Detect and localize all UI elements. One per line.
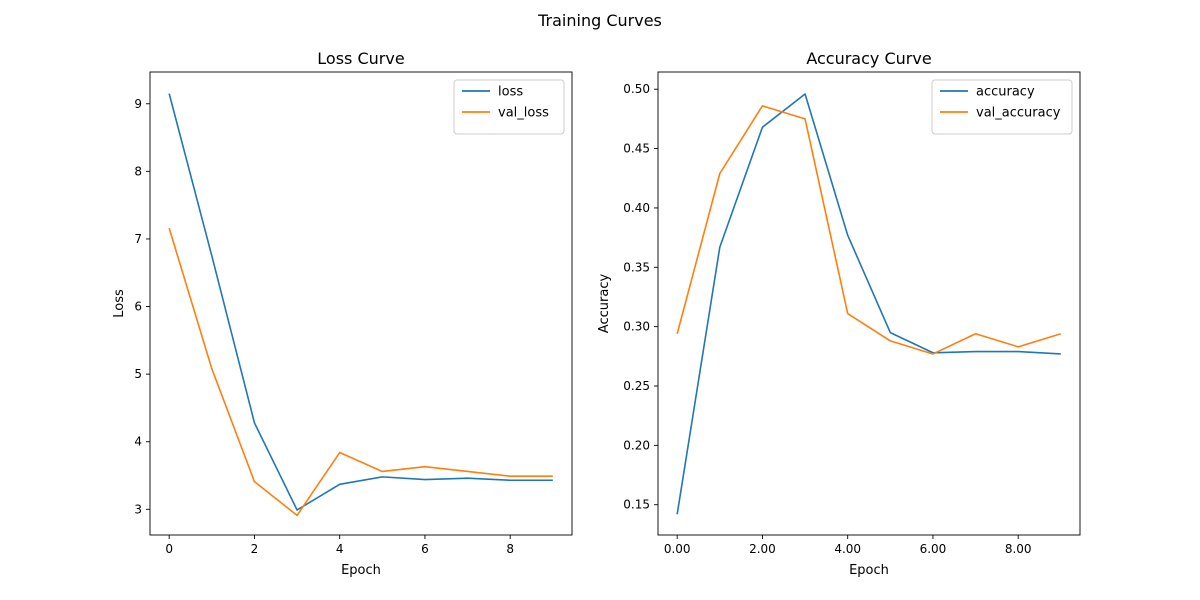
loss-plot-area-frame (149, 71, 573, 536)
loss-legend-box (453, 79, 565, 135)
accuracy-x-tick-label: 8.00 (1005, 542, 1032, 556)
loss-x-axis-label: Epoch (341, 563, 381, 578)
loss-y-tick-label: 5 (134, 367, 142, 381)
accuracy-x-tick-label: 2.00 (749, 542, 776, 556)
accuracy-curve-chart: Accuracy Curve 0.00 2.00 4.00 6.00 8.00 0.15 0.… (597, 49, 1081, 578)
loss-legend-label-loss: loss (498, 85, 523, 100)
figure-title: Training Curves (537, 11, 662, 30)
accuracy-y-tick-label: 0.20 (623, 438, 650, 452)
accuracy-legend-box (931, 79, 1073, 135)
loss-y-tick-label: 3 (134, 502, 142, 516)
loss-y-tick-label: 6 (134, 300, 142, 314)
accuracy-plot-area-frame (657, 71, 1081, 536)
loss-series-loss-line (168, 93, 553, 511)
accuracy-y-tick-label: 0.35 (623, 260, 650, 274)
accuracy-y-tick-label: 0.15 (623, 498, 650, 512)
accuracy-series-val-accuracy-line (676, 105, 1062, 355)
accuracy-y-tick-label: 0.25 (623, 379, 650, 393)
accuracy-y-tick-label: 0.45 (623, 142, 650, 156)
accuracy-series-accuracy-line (676, 93, 1061, 515)
accuracy-chart-title: Accuracy Curve (806, 49, 931, 68)
loss-y-tick-label: 4 (134, 435, 142, 449)
accuracy-x-tick-label: 0.00 (664, 542, 691, 556)
loss-x-tick-label: 2 (251, 542, 259, 556)
loss-x-tick-label: 6 (421, 542, 429, 556)
accuracy-legend-label-accuracy: accuracy (976, 85, 1035, 100)
loss-legend-label-val-loss: val_loss (498, 106, 549, 121)
loss-x-tick-label: 8 (506, 542, 514, 556)
loss-x-tick-label: 4 (336, 542, 344, 556)
accuracy-legend-label-val-accuracy: val_accuracy (976, 106, 1061, 121)
loss-y-tick-label: 7 (134, 232, 142, 246)
accuracy-y-tick-label: 0.40 (623, 201, 650, 215)
accuracy-y-tick-label: 0.50 (623, 82, 650, 96)
accuracy-y-axis-label: Accuracy (597, 274, 612, 334)
accuracy-x-tick-label: 6.00 (920, 542, 947, 556)
loss-series-val-loss-line (168, 227, 553, 517)
loss-y-tick-label: 9 (134, 97, 142, 111)
loss-legend: loss val_loss (453, 79, 565, 135)
accuracy-x-tick-label: 4.00 (834, 542, 861, 556)
accuracy-y-tick-label: 0.30 (623, 320, 650, 334)
loss-curve-chart: Loss Curve 0 2 4 6 8 3 4 5 6 7 8 9 Epoch Loss loss val_l… (112, 49, 573, 578)
accuracy-x-axis-label: Epoch (849, 563, 889, 578)
loss-y-axis-label: Loss (112, 289, 127, 318)
accuracy-legend: accuracy val_accuracy (931, 79, 1073, 135)
loss-chart-title: Loss Curve (317, 49, 404, 68)
loss-x-tick-label: 0 (165, 542, 173, 556)
loss-y-tick-label: 8 (134, 164, 142, 178)
